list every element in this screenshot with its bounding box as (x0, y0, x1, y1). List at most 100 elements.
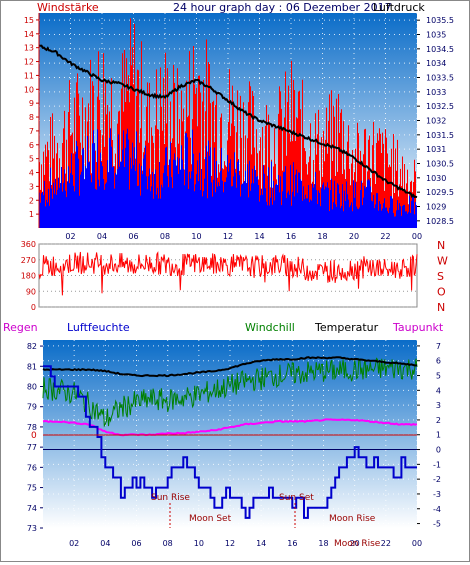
dir-tick-label: 360 (21, 240, 36, 249)
x-tick-label: 10 (194, 539, 204, 548)
x-tick-label: 20 (350, 539, 360, 548)
x-tick-label: 10 (191, 232, 201, 241)
pressure-tick-label: 1029.5 (426, 188, 454, 197)
wind-tick-label: 11 (24, 71, 34, 80)
temp-tick-label: -5 (433, 520, 441, 529)
wind-tick-label: 7 (29, 127, 34, 136)
wind-tick-label: 6 (29, 141, 34, 150)
x-tick-label: 00 (412, 539, 422, 548)
x-tick-label: 02 (69, 539, 79, 548)
chart-title: 24 hour graph day : 06 Dezember 2017 (173, 1, 392, 14)
humidity-tick-label: 75 (27, 484, 37, 493)
pressure-axis-ticks: 1028.5 1029 1029.5 1030 1030.5 1031 1031.5 1032… (417, 16, 454, 226)
humidity-tick-label: 79 (27, 403, 37, 412)
temperature-axis-ticks: -5 -4 -3 -2 -1 0 1 2 3 4 5 6 7 (417, 342, 441, 529)
x-tick-label: 18 (318, 539, 328, 548)
wind-tick-label: 5 (29, 155, 34, 164)
wind-tick-label: 10 (24, 85, 34, 94)
dir-tick-label: 90 (26, 287, 36, 296)
humidity-tick-label: 80 (27, 382, 37, 391)
x-tick-label: 22 (381, 539, 391, 548)
legend-luftfeuchte: Luftfeuchte (67, 321, 130, 334)
x-tick-label: 22 (380, 232, 390, 241)
pressure-tick-label: 1031.5 (426, 131, 454, 140)
x-tick-label: 06 (128, 232, 138, 241)
pressure-tick-label: 1032 (426, 117, 446, 126)
pressure-tick-label: 1030.5 (426, 160, 454, 169)
compass-label: O (437, 286, 446, 299)
annotation-sun-rise: Sun Rise (151, 493, 190, 503)
humidity-tick-label: 76 (27, 463, 37, 472)
wind-tick-label: 9 (29, 99, 34, 108)
wind-tick-label: 4 (29, 169, 34, 178)
humidity-tick-label: 73 (27, 524, 37, 533)
temp-tick-label: 3 (436, 401, 441, 410)
windchill-line (42, 357, 418, 428)
x-tick-label: 04 (97, 232, 107, 241)
temp-tick-label: 5 (436, 372, 441, 381)
humidity-tick-label: 82 (27, 342, 37, 351)
temp-tick-label: 7 (436, 342, 441, 351)
wind-tick-label: 13 (24, 44, 34, 53)
x-tick-label: 02 (65, 232, 75, 241)
x-tick-label: 08 (160, 232, 170, 241)
legend-regen: Regen (3, 321, 38, 334)
annotation-sun-set: Sun Set (279, 493, 314, 503)
x-tick-label: 14 (256, 539, 266, 548)
humidity-tick-label: 77 (27, 443, 37, 452)
pressure-tick-label: 1029 (426, 203, 446, 212)
humidity-line (43, 365, 417, 519)
legend-temperatur: Temperatur (314, 321, 379, 334)
annotation-moon-rise-axis: Moon Rise (334, 539, 381, 549)
dir-tick-label: 180 (21, 272, 36, 281)
compass-label: W (437, 255, 448, 268)
x-tick-label: 16 (286, 232, 296, 241)
x-tick-label: 16 (287, 539, 297, 548)
x-tick-label: 04 (100, 539, 110, 548)
pressure-tick-label: 1034.5 (426, 45, 454, 54)
temp-tick-label: 6 (436, 357, 441, 366)
x-tick-label: 12 (225, 539, 235, 548)
pressure-tick-label: 1035.5 (426, 16, 454, 25)
pressure-tick-label: 1033 (426, 88, 446, 97)
temp-tick-label: -4 (433, 505, 441, 514)
dewpoint-line (42, 418, 418, 437)
humidity-tick-label: 78 (27, 423, 37, 432)
temp-tick-label: 2 (436, 416, 441, 425)
wind-pressure-grid (39, 13, 418, 228)
header-left-label: Windstärke (37, 1, 99, 14)
pressure-tick-label: 1031 (426, 145, 446, 154)
temp-tick-label: -1 (433, 460, 441, 469)
direction-axis-ticks: 0 90 180 270 360 (21, 240, 36, 312)
wind-tick-label: 15 (24, 16, 34, 25)
humidity-axis-ticks: 73 74 75 76 77 78 79 80 81 82 (27, 342, 43, 533)
wind-bars (39, 18, 417, 228)
wind-tick-label: 12 (24, 58, 34, 67)
pressure-tick-label: 1035 (426, 31, 446, 40)
humidity-tick-label: 74 (27, 504, 37, 513)
x-axis-ticks-bottom: 02 04 06 08 10 12 14 16 18 20 22 00 (69, 539, 422, 548)
header-right-label: Luftdruck (373, 1, 425, 14)
wind-tick-label: 3 (29, 182, 34, 191)
x-tick-label: 00 (412, 232, 422, 241)
wind-tick-label: 1 (29, 210, 34, 219)
x-tick-label: 12 (223, 232, 233, 241)
compass-label: N (437, 239, 445, 252)
temp-tick-label: 1 (436, 431, 441, 440)
pressure-tick-label: 1033.5 (426, 74, 454, 83)
x-tick-label: 08 (163, 539, 173, 548)
x-tick-label: 14 (254, 232, 264, 241)
x-axis-ticks-top: 02 04 06 08 10 12 14 16 18 20 22 00 (65, 232, 422, 241)
wind-tick-label: 8 (29, 113, 34, 122)
rain-value: 0 (31, 431, 37, 441)
x-tick-label: 20 (349, 232, 359, 241)
legend-taupunkt: Taupunkt (392, 321, 444, 334)
compass-label: S (437, 270, 444, 283)
pressure-line (38, 44, 418, 199)
pressure-tick-label: 1034 (426, 59, 446, 68)
temp-tick-label: -2 (433, 475, 441, 484)
